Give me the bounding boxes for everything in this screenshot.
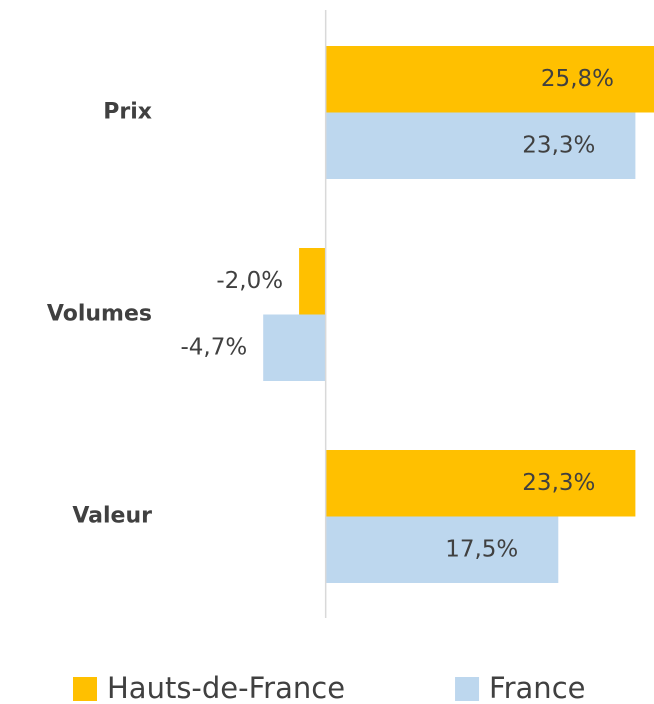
legend-swatch <box>73 677 97 701</box>
value-label: 25,8% <box>541 66 614 92</box>
bar <box>325 112 636 179</box>
bar <box>325 46 654 113</box>
legend-label: Hauts-de-France <box>107 671 345 704</box>
category-label: Prix <box>103 100 152 125</box>
bar <box>325 450 636 517</box>
category-label: Volumes <box>47 302 152 327</box>
value-label: 23,3% <box>522 470 595 496</box>
value-label: -2,0% <box>216 268 283 294</box>
plot-area <box>263 46 654 583</box>
value-label: -4,7% <box>180 334 247 360</box>
value-label: 23,3% <box>522 132 595 158</box>
bar <box>263 314 326 381</box>
value-label: 17,5% <box>445 536 518 562</box>
category-label: Valeur <box>72 504 152 529</box>
bar <box>299 248 326 315</box>
legend-label: France <box>489 671 585 704</box>
legend-swatch <box>455 677 480 701</box>
bar <box>325 516 559 583</box>
